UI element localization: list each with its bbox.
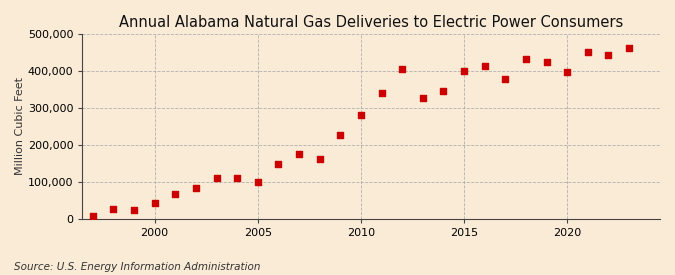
Point — [149, 201, 160, 206]
Point — [335, 132, 346, 137]
Point — [562, 70, 572, 74]
Point — [583, 50, 593, 54]
Point — [500, 77, 511, 81]
Point — [294, 152, 304, 156]
Point — [190, 185, 201, 190]
Point — [356, 112, 367, 117]
Y-axis label: Million Cubic Feet: Million Cubic Feet — [15, 78, 25, 175]
Point — [108, 207, 119, 211]
Point — [458, 69, 469, 73]
Text: Source: U.S. Energy Information Administration: Source: U.S. Energy Information Administ… — [14, 262, 260, 272]
Point — [129, 208, 140, 212]
Point — [232, 175, 242, 180]
Title: Annual Alabama Natural Gas Deliveries to Electric Power Consumers: Annual Alabama Natural Gas Deliveries to… — [119, 15, 623, 30]
Point — [315, 156, 325, 161]
Point — [376, 91, 387, 95]
Point — [541, 59, 552, 64]
Point — [417, 95, 428, 100]
Point — [211, 175, 222, 180]
Point — [603, 53, 614, 57]
Point — [170, 192, 181, 196]
Point — [438, 89, 449, 94]
Point — [520, 57, 531, 61]
Point — [87, 214, 98, 218]
Point — [624, 46, 634, 50]
Point — [479, 64, 490, 68]
Point — [252, 180, 263, 184]
Point — [273, 162, 284, 166]
Point — [397, 67, 408, 72]
